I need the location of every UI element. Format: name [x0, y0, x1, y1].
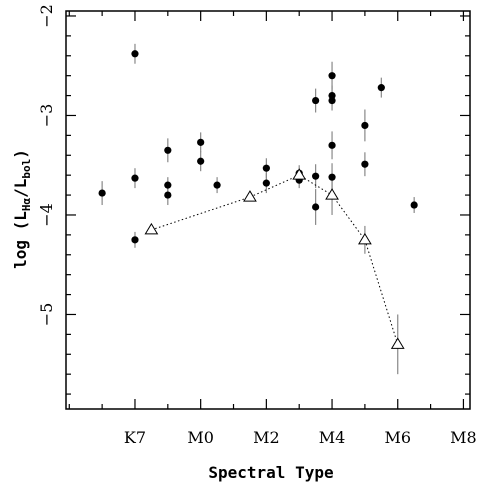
data-point-circle: [262, 164, 270, 172]
axis-ticks: [66, 11, 470, 409]
data-point-circle: [328, 173, 336, 181]
x-axis-title: Spectral Type: [208, 463, 333, 482]
y-tick-label: −4: [37, 203, 56, 227]
data-point-circle: [377, 84, 385, 92]
data-point-triangle: [325, 188, 339, 200]
data-point-circle: [328, 96, 336, 105]
data-point-triangle: [243, 190, 257, 202]
data-point-circle: [361, 121, 369, 130]
data-point-triangle: [144, 222, 159, 235]
dotted-connector-line: [151, 174, 399, 345]
data-point-circle: [410, 201, 418, 209]
data-point-triangle: [390, 337, 405, 349]
triangle-series-connector: [151, 174, 399, 345]
data-point-triangle: [292, 168, 307, 180]
data-point-circle: [312, 172, 320, 180]
y-axis-title-prefix: log (L: [11, 211, 30, 269]
x-tick-label: M2: [253, 428, 280, 447]
data-point-circle: [164, 181, 172, 189]
data-point-circle: [328, 141, 336, 149]
data-point-circle: [262, 179, 270, 187]
data-points: [98, 50, 418, 349]
data-point-circle: [312, 203, 320, 211]
plot-border: [65, 10, 471, 410]
y-tick-labels: −2 −3 −4 −5: [37, 4, 56, 326]
data-point-circle: [328, 72, 336, 80]
data-point-circle: [197, 157, 205, 165]
y-tick-label: −5: [37, 303, 56, 327]
y-axis-title-sub2: bol: [20, 159, 33, 179]
x-tick-labels: K7 M0 M2 M4 M6 M8: [124, 428, 477, 447]
data-point-circle: [361, 160, 369, 168]
y-tick-label: −3: [37, 104, 56, 128]
x-tick-label: M0: [187, 428, 214, 447]
y-axis-title-sub1: Hα: [20, 197, 33, 211]
data-point-circle: [328, 91, 336, 100]
data-point-circle: [312, 96, 320, 105]
data-point-circle: [213, 181, 221, 189]
y-tick-label: −2: [37, 4, 56, 28]
error-bars: [101, 43, 415, 375]
plot-frame: [65, 10, 471, 410]
y-axis-title: log (LHα/Lbol): [11, 149, 33, 269]
data-point-circle: [131, 174, 139, 182]
data-point-circle: [164, 191, 172, 199]
data-point-circle: [197, 138, 205, 146]
x-tick-label: M6: [384, 428, 411, 447]
data-point-circle: [131, 236, 139, 244]
data-point-circle: [98, 189, 106, 197]
x-tick-label: K7: [124, 428, 146, 447]
y-axis-title-suffix: ): [11, 149, 30, 159]
data-point-triangle: [358, 232, 372, 245]
data-point-circle: [131, 50, 139, 58]
data-point-circle: [164, 146, 172, 154]
y-axis-title-mid: /L: [11, 179, 30, 198]
x-tick-label: M8: [450, 428, 477, 447]
x-tick-label: M4: [319, 428, 346, 447]
